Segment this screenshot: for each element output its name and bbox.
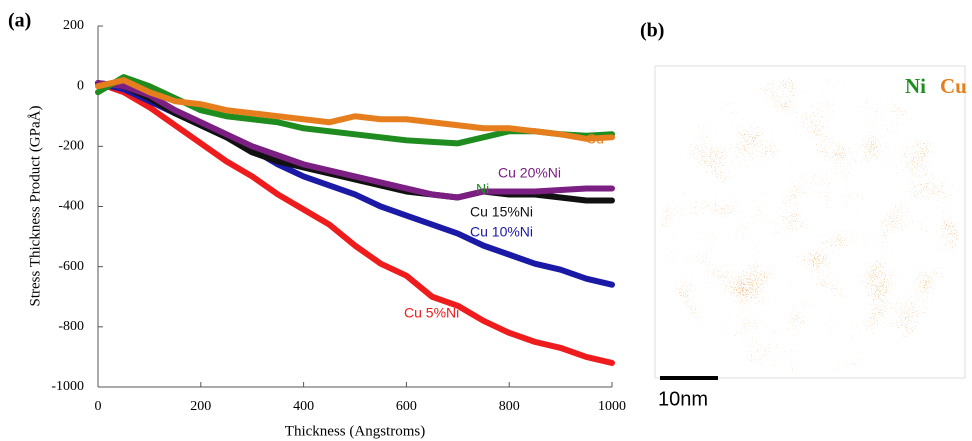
x-tick-label: 1000 — [598, 399, 626, 414]
x-tick-label: 800 — [499, 399, 520, 414]
legend-label: Ni — [905, 74, 926, 98]
scale-bar-label: 10nm — [658, 388, 708, 410]
panel-label: (a) — [8, 10, 31, 32]
y-tick-label: 200 — [63, 18, 84, 33]
x-axis-label: Thickness (Angstroms) — [285, 423, 425, 439]
y-tick-label: -800 — [58, 319, 84, 334]
series-line — [95, 80, 615, 366]
series-label: Cu 20%Ni — [498, 165, 561, 181]
legend-label: Cu — [940, 74, 967, 98]
panel-label: (b) — [640, 20, 664, 42]
series-line — [95, 77, 615, 142]
y-tick-label: -200 — [58, 139, 84, 154]
series-label: Cu 5%Ni — [404, 305, 459, 321]
scale-bar — [660, 376, 718, 380]
y-tick-label: -600 — [58, 259, 84, 274]
series-label: Cu 15%Ni — [470, 204, 533, 220]
y-tick-label: -1000 — [51, 379, 84, 394]
x-tick-label: 400 — [293, 399, 314, 414]
plot-area: -1000 -800 -600 -400 -200 0 200 0 200 400 600 800 10… — [51, 18, 626, 414]
series-label: Ni — [476, 181, 489, 197]
y-tick-label: -400 — [58, 199, 84, 214]
x-tick-label: 0 — [95, 399, 102, 414]
series-label: Cu 10%Ni — [470, 224, 533, 240]
series-label: Cu — [586, 131, 604, 147]
series-line — [95, 80, 615, 201]
x-tick-label: 200 — [190, 399, 211, 414]
y-tick-label: 0 — [77, 78, 84, 93]
x-tick-label: 600 — [396, 399, 417, 414]
atom-map — [662, 77, 958, 373]
y-axis-label: Stress Thickness Product (GPaÅ) — [27, 106, 43, 307]
